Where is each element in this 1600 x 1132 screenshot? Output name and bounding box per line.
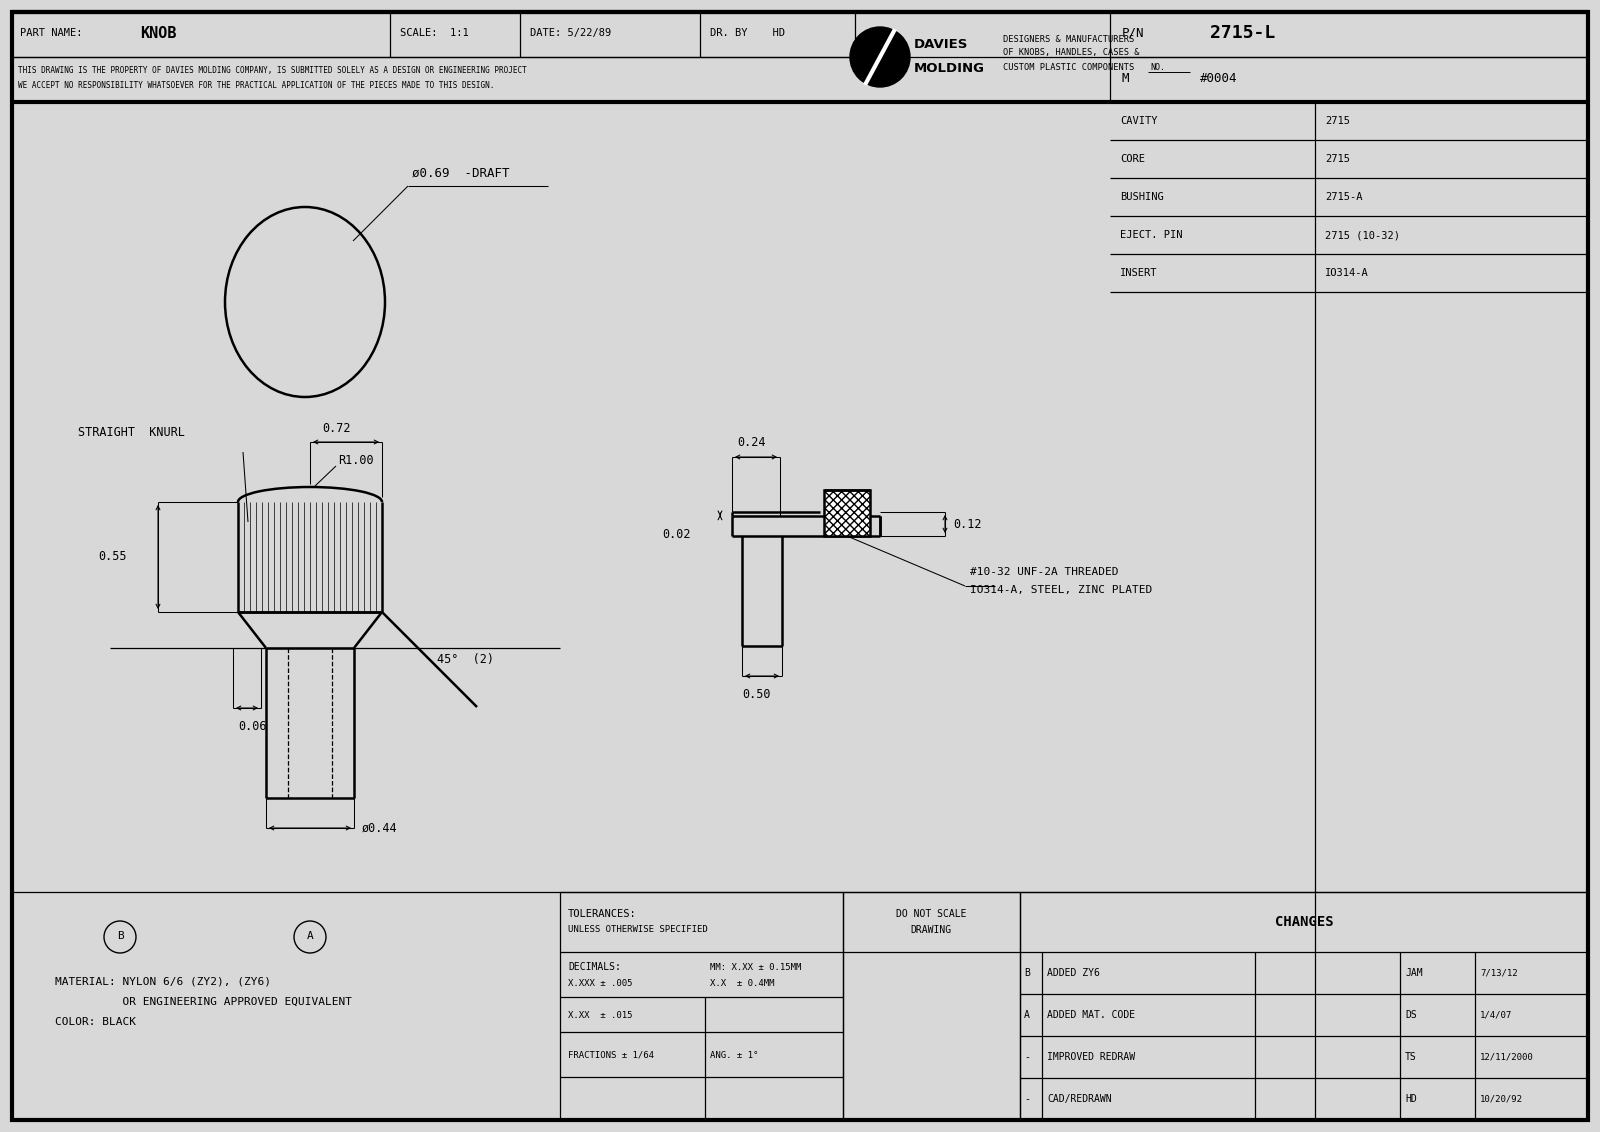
- Text: ADDED MAT. CODE: ADDED MAT. CODE: [1046, 1010, 1134, 1020]
- Text: TOLERANCES:: TOLERANCES:: [568, 909, 637, 919]
- Text: IO314-A, STEEL, ZINC PLATED: IO314-A, STEEL, ZINC PLATED: [970, 585, 1152, 595]
- Text: 0.06: 0.06: [238, 720, 267, 732]
- Text: 45°  (2): 45° (2): [437, 652, 494, 666]
- Text: STRAIGHT  KNURL: STRAIGHT KNURL: [78, 426, 186, 438]
- Bar: [843, 892, 1021, 1120]
- Text: 0.55: 0.55: [98, 550, 126, 564]
- Text: P/N: P/N: [1122, 26, 1144, 40]
- Text: PART NAME:: PART NAME:: [19, 28, 83, 38]
- Text: IMPROVED REDRAW: IMPROVED REDRAW: [1046, 1052, 1134, 1062]
- Text: ADDED ZY6: ADDED ZY6: [1046, 968, 1099, 978]
- Text: DESIGNERS & MANUFACTURERS: DESIGNERS & MANUFACTURERS: [1003, 34, 1134, 43]
- Text: 0.12: 0.12: [954, 517, 981, 531]
- Text: #0004: #0004: [1200, 71, 1237, 85]
- Text: 0.50: 0.50: [742, 687, 771, 701]
- Text: M: M: [1122, 71, 1130, 85]
- Text: X.X  ± 0.4MM: X.X ± 0.4MM: [710, 978, 774, 987]
- Text: DRAWING: DRAWING: [910, 925, 952, 935]
- Text: 0.02: 0.02: [662, 528, 691, 540]
- Text: SCALE:  1:1: SCALE: 1:1: [400, 28, 469, 38]
- Text: -: -: [1024, 1052, 1030, 1062]
- Text: 2715: 2715: [1325, 154, 1350, 164]
- Text: KNOB: KNOB: [141, 26, 176, 41]
- Text: -: -: [1024, 1094, 1030, 1104]
- Text: HD: HD: [1405, 1094, 1416, 1104]
- Text: A: A: [307, 931, 314, 941]
- Text: 2715-A: 2715-A: [1325, 192, 1363, 201]
- Bar: [560, 892, 843, 1120]
- Text: ø0.69  -DRAFT: ø0.69 -DRAFT: [413, 166, 509, 180]
- Text: ANG. ± 1°: ANG. ± 1°: [710, 1050, 758, 1060]
- Text: 7/13/12: 7/13/12: [1480, 969, 1518, 978]
- Text: #10-32 UNF-2A THREADED: #10-32 UNF-2A THREADED: [970, 567, 1118, 577]
- Text: FRACTIONS ± 1/64: FRACTIONS ± 1/64: [568, 1050, 654, 1060]
- Text: MATERIAL: NYLON 6/6 (ZY2), (ZY6): MATERIAL: NYLON 6/6 (ZY2), (ZY6): [54, 977, 270, 987]
- Text: DS: DS: [1405, 1010, 1416, 1020]
- Text: ø0.44: ø0.44: [362, 822, 398, 834]
- Text: CAD/REDRAWN: CAD/REDRAWN: [1046, 1094, 1112, 1104]
- Text: B: B: [117, 931, 123, 941]
- Text: 2715-L: 2715-L: [1210, 24, 1275, 42]
- Text: X.XX  ± .015: X.XX ± .015: [568, 1011, 632, 1020]
- Text: INSERT: INSERT: [1120, 268, 1157, 278]
- Text: A: A: [1024, 1010, 1030, 1020]
- Text: 10/20/92: 10/20/92: [1480, 1095, 1523, 1104]
- Text: COLOR: BLACK: COLOR: BLACK: [54, 1017, 136, 1027]
- Bar: [824, 490, 870, 535]
- Text: EJECT. PIN: EJECT. PIN: [1120, 230, 1182, 240]
- Text: TS: TS: [1405, 1052, 1416, 1062]
- Text: WE ACCEPT NO RESPONSIBILITY WHATSOEVER FOR THE PRACTICAL APPLICATION OF THE PIEC: WE ACCEPT NO RESPONSIBILITY WHATSOEVER F…: [18, 80, 494, 89]
- Text: DR. BY    HD: DR. BY HD: [710, 28, 786, 38]
- Text: THIS DRAWING IS THE PROPERTY OF DAVIES MOLDING COMPANY, IS SUBMITTED SOLELY AS A: THIS DRAWING IS THE PROPERTY OF DAVIES M…: [18, 67, 526, 76]
- Text: B: B: [1024, 968, 1030, 978]
- Text: R1.00: R1.00: [338, 454, 374, 466]
- Text: X.XXX ± .005: X.XXX ± .005: [568, 978, 632, 987]
- Text: 2715: 2715: [1325, 115, 1350, 126]
- Text: DO NOT SCALE: DO NOT SCALE: [896, 909, 966, 919]
- Text: 0.24: 0.24: [738, 436, 765, 448]
- Text: DAVIES: DAVIES: [914, 37, 968, 51]
- Circle shape: [850, 27, 910, 87]
- Text: JAM: JAM: [1405, 968, 1422, 978]
- Text: UNLESS OTHERWISE SPECIFIED: UNLESS OTHERWISE SPECIFIED: [568, 926, 707, 935]
- Text: OF KNOBS, HANDLES, CASES &: OF KNOBS, HANDLES, CASES &: [1003, 49, 1139, 58]
- Text: OR ENGINEERING APPROVED EQUIVALENT: OR ENGINEERING APPROVED EQUIVALENT: [54, 997, 352, 1007]
- Text: MOLDING: MOLDING: [914, 61, 986, 75]
- Text: IO314-A: IO314-A: [1325, 268, 1368, 278]
- Text: BUSHING: BUSHING: [1120, 192, 1163, 201]
- Text: CORE: CORE: [1120, 154, 1146, 164]
- Text: NO.: NO.: [1150, 63, 1165, 72]
- Text: DATE: 5/22/89: DATE: 5/22/89: [530, 28, 611, 38]
- Text: 12/11/2000: 12/11/2000: [1480, 1053, 1534, 1062]
- Bar: [1021, 892, 1587, 1120]
- Text: 0.72: 0.72: [322, 421, 350, 435]
- Text: CHANGES: CHANGES: [1275, 915, 1333, 929]
- Text: CAVITY: CAVITY: [1120, 115, 1157, 126]
- Text: 1/4/07: 1/4/07: [1480, 1011, 1512, 1020]
- Text: CUSTOM PLASTIC COMPONENTS: CUSTOM PLASTIC COMPONENTS: [1003, 62, 1134, 71]
- Text: 2715 (10-32): 2715 (10-32): [1325, 230, 1400, 240]
- Text: DECIMALS:: DECIMALS:: [568, 962, 621, 972]
- Text: MM: X.XX ± 0.15MM: MM: X.XX ± 0.15MM: [710, 962, 802, 971]
